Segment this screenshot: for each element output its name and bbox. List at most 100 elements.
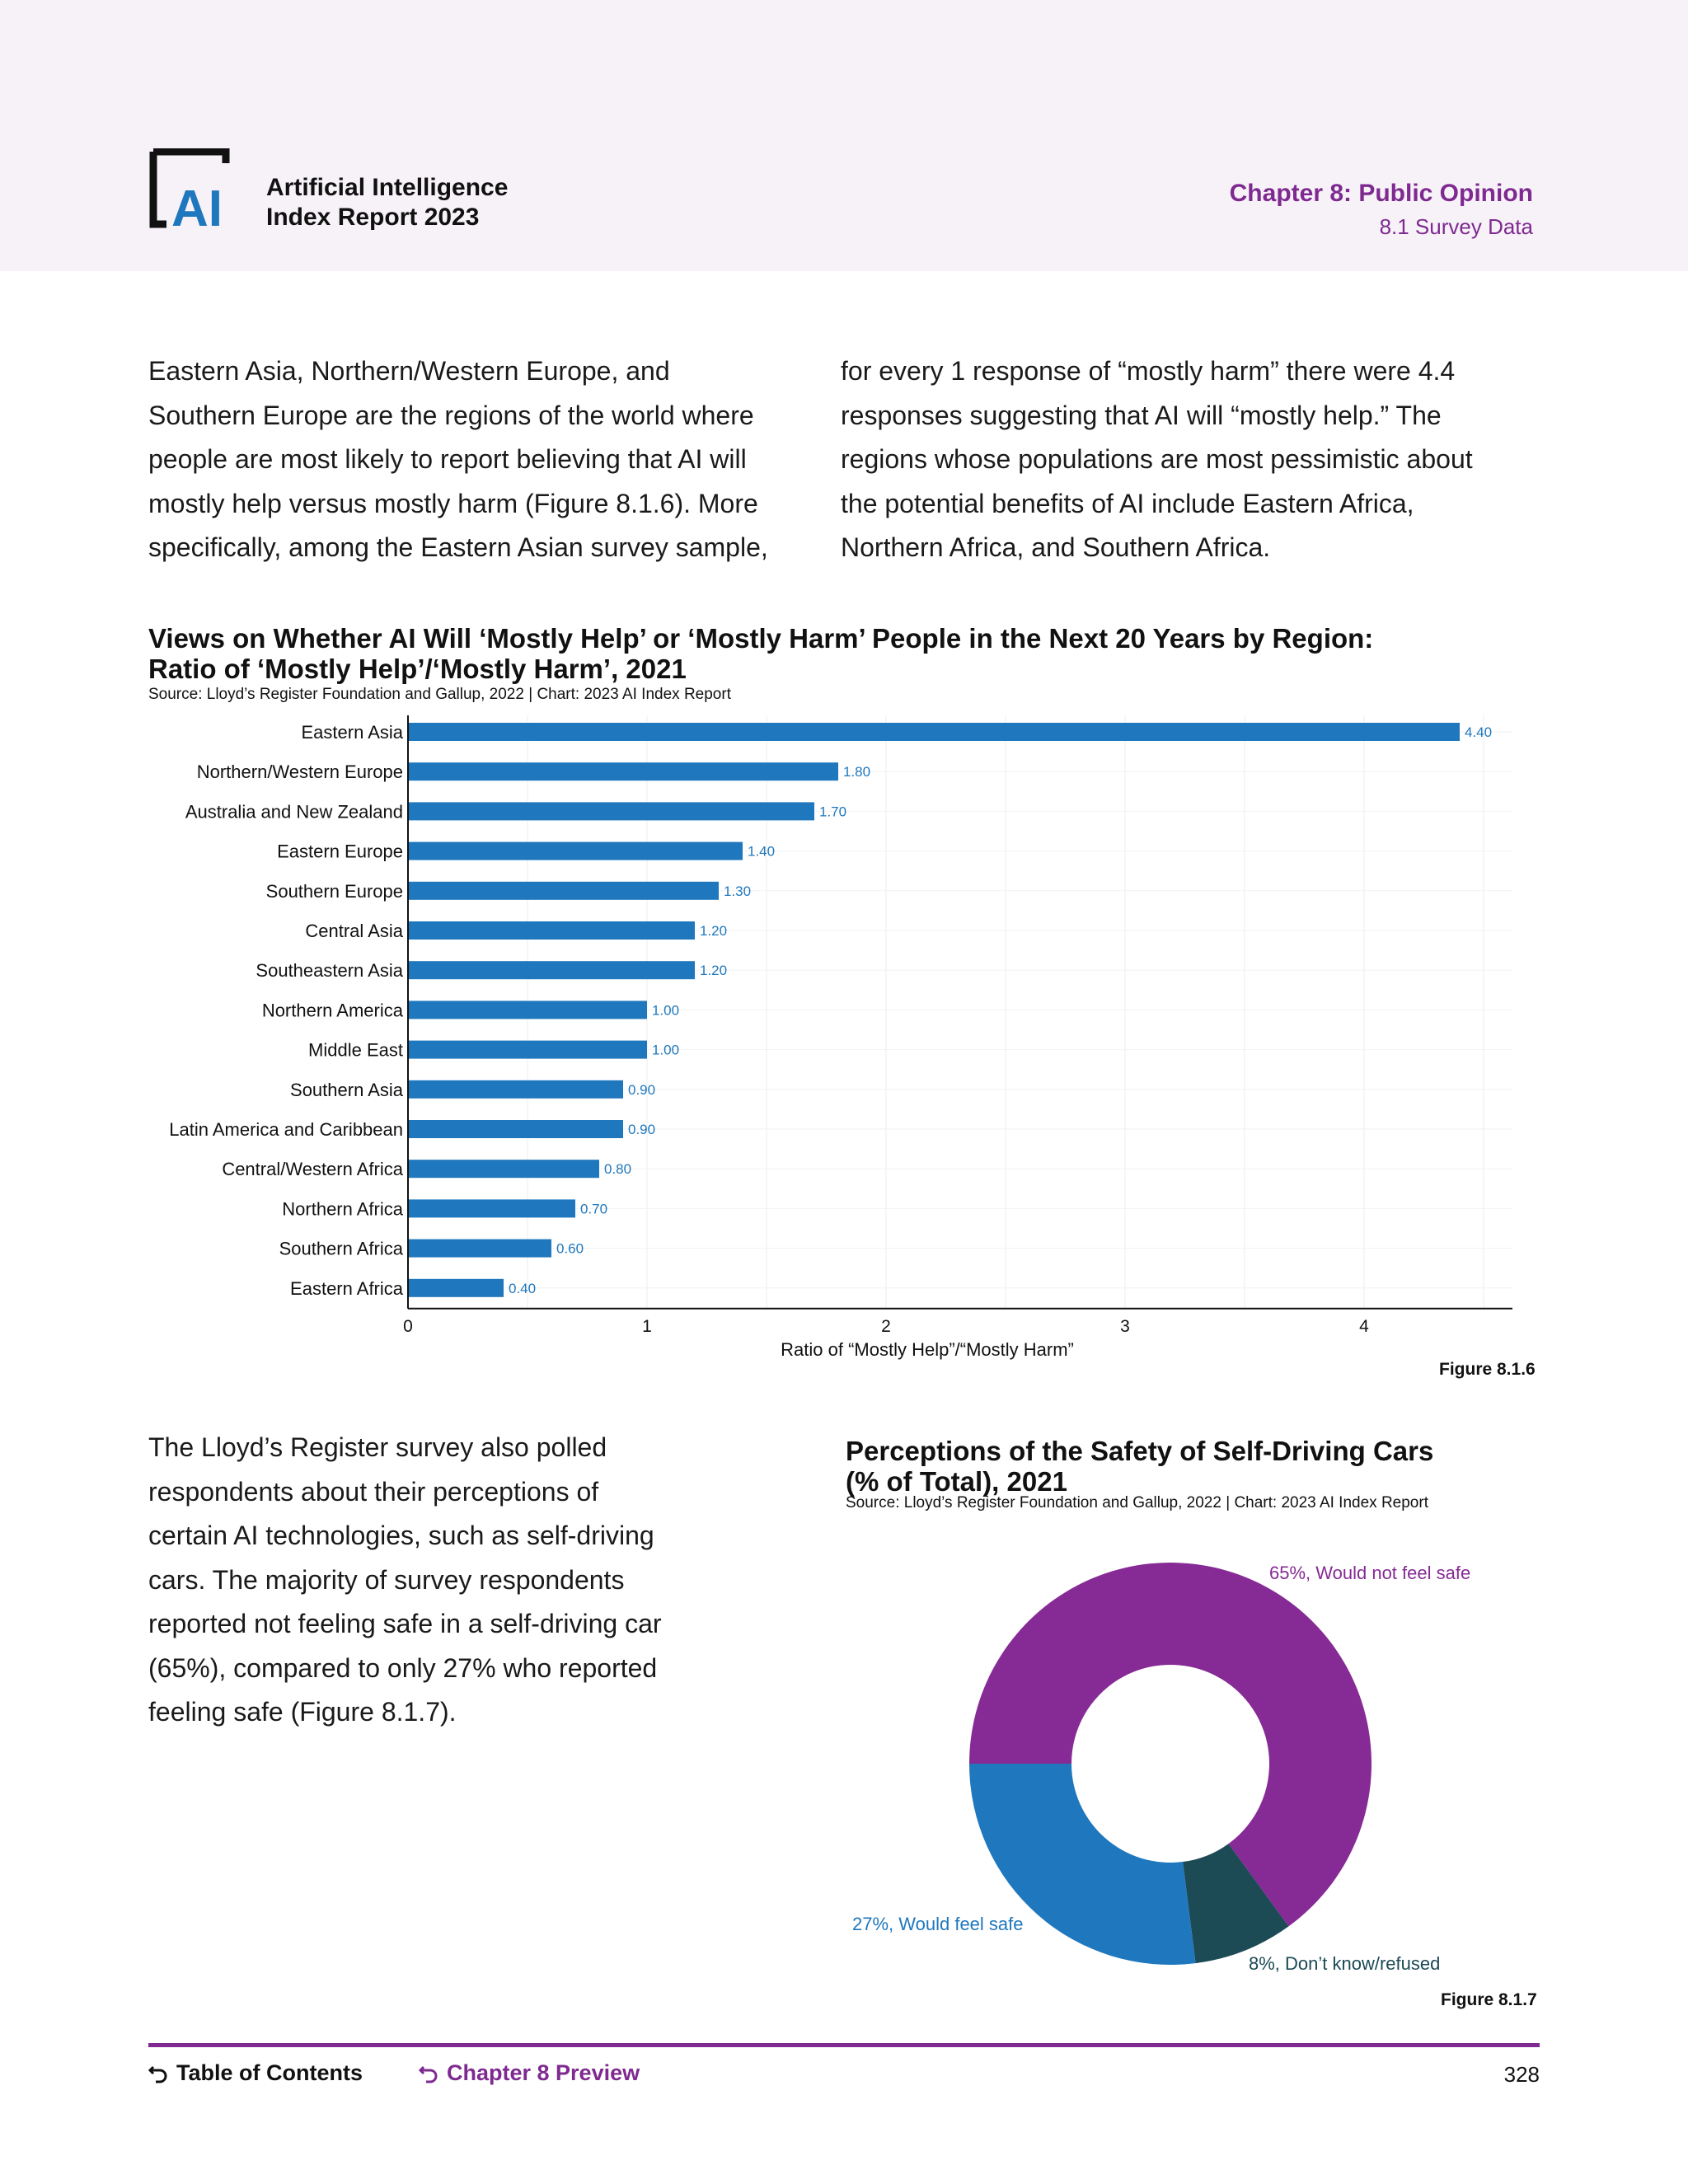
- text-line: The Lloyd’s Register survey also polled: [148, 1432, 607, 1462]
- bar-value-label: 4.40: [1465, 724, 1492, 740]
- category-label: Eastern Europe: [277, 841, 403, 862]
- category-label: Southern Europe: [266, 881, 403, 902]
- bar-value-label: 0.90: [628, 1122, 655, 1137]
- return-arrow-icon: [148, 2065, 167, 2083]
- chapter-title: Chapter 8: Public Opinion: [1229, 180, 1533, 207]
- text-line: people are most likely to report believi…: [148, 444, 747, 474]
- slice-label: 65%, Would not feel safe: [1269, 1563, 1470, 1583]
- bar-value-label: 1.80: [843, 764, 870, 780]
- x-tick-label: 4: [1359, 1317, 1369, 1336]
- bar-value-label: 0.90: [628, 1082, 655, 1098]
- text-line: responses suggesting that AI will “mostl…: [841, 400, 1442, 430]
- report-title-line1: Artificial Intelligence: [266, 174, 509, 201]
- bar-chart-title-line2: Ratio of ‘Mostly Help’/‘Mostly Harm’, 20…: [148, 654, 687, 684]
- text-line: reported not feeling safe in a self-driv…: [148, 1609, 662, 1638]
- bar: [408, 1040, 647, 1059]
- donut-chart-title-line2: (% of Total), 2021: [846, 1466, 1067, 1497]
- bar-chart-source: Source: Lloyd’s Register Foundation and …: [148, 686, 731, 703]
- category-label: Central Asia: [305, 921, 403, 941]
- category-label: Southern Asia: [290, 1080, 404, 1100]
- donut-chart-source: Source: Lloyd’s Register Foundation and …: [846, 1494, 1428, 1511]
- text-line: Southern Europe are the regions of the w…: [148, 400, 754, 430]
- bar-chart-title-line1: Views on Whether AI Will ‘Mostly Help’ o…: [148, 623, 1374, 654]
- self-driving-safety-donut-chart: 65%, Would not feel safe 8%, Don’t know/r…: [852, 1563, 1470, 1974]
- bar: [408, 1239, 551, 1258]
- bar: [408, 1199, 575, 1218]
- text-line: Northern Africa, and Southern Africa.: [841, 532, 1271, 562]
- category-label: Northern/Western Europe: [197, 762, 403, 782]
- bar: [408, 841, 743, 860]
- bar: [408, 802, 814, 821]
- category-label: Central/Western Africa: [222, 1159, 403, 1179]
- bar-value-label: 1.20: [700, 923, 727, 939]
- slice-label: 8%, Don’t know/refused: [1249, 1953, 1440, 1974]
- donut-slice: [1183, 1844, 1289, 1964]
- bar-value-label: 0.80: [604, 1161, 631, 1177]
- bar-value-label: 1.40: [748, 844, 775, 860]
- bar-value-label: 1.00: [652, 1002, 679, 1018]
- report-title: Artificial Intelligence Index Report 202…: [266, 173, 612, 232]
- page-header: [0, 0, 1688, 271]
- bar: [408, 1278, 504, 1297]
- text-line: feeling safe (Figure 8.1.7).: [148, 1697, 457, 1727]
- text-line: regions whose populations are most pessi…: [841, 444, 1473, 474]
- footer-divider: [148, 2043, 1540, 2047]
- category-label: Northern America: [262, 1000, 404, 1020]
- report-title-line2: Index Report 2023: [266, 204, 480, 231]
- text-line: for every 1 response of “mostly harm” th…: [841, 356, 1456, 386]
- category-label: Southeastern Asia: [256, 960, 403, 981]
- bar-chart-title: Views on Whether AI Will ‘Mostly Help’ o…: [148, 623, 1566, 684]
- figure-label-8-1-6: Figure 8.1.6: [1439, 1360, 1536, 1379]
- bar-value-label: 1.20: [700, 963, 727, 978]
- donut-slice: [969, 1563, 1372, 1927]
- safety-paragraph: The Lloyd’s Register survey also polled …: [148, 1426, 742, 1735]
- text-line: mostly help versus mostly harm (Figure 8…: [148, 488, 758, 518]
- table-of-contents-link[interactable]: Table of Contents: [148, 2060, 363, 2086]
- chapter-preview-label: Chapter 8 Preview: [447, 2060, 640, 2085]
- intro-paragraph-left: Eastern Asia, Northern/Western Europe, a…: [148, 349, 824, 570]
- section-title: 8.1 Survey Data: [1379, 214, 1533, 239]
- bar: [408, 723, 1460, 741]
- text-line: (65%), compared to only 27% who reported: [148, 1652, 658, 1683]
- category-label: Southern Africa: [279, 1239, 404, 1259]
- bar: [408, 921, 695, 940]
- donut-slice: [969, 1764, 1196, 1965]
- x-tick-label: 2: [881, 1317, 891, 1336]
- text-line: the potential benefits of AI include Eas…: [841, 488, 1414, 518]
- category-label: Eastern Africa: [290, 1278, 404, 1299]
- figure-label-8-1-7: Figure 8.1.7: [1441, 1990, 1537, 2009]
- bar: [408, 1160, 599, 1179]
- text-line: cars. The majority of survey respondents: [148, 1564, 625, 1595]
- x-tick-label: 1: [642, 1317, 652, 1336]
- table-of-contents-label: Table of Contents: [176, 2060, 363, 2085]
- category-label: Latin America and Caribbean: [169, 1119, 403, 1140]
- region-ratio-bar-chart: Eastern Asia 4.40 Northern/Western Europe 1…: [169, 715, 1512, 1360]
- donut-chart-title-line1: Perceptions of the Safety of Self-Drivin…: [846, 1436, 1434, 1466]
- bar-value-label: 1.30: [724, 883, 751, 899]
- intro-paragraph-right: for every 1 response of “mostly harm” th…: [841, 349, 1550, 570]
- category-label: Eastern Asia: [301, 722, 403, 743]
- text-line: specifically, among the Eastern Asian su…: [148, 532, 768, 562]
- bar: [408, 881, 719, 900]
- x-tick-label: 3: [1120, 1317, 1130, 1336]
- bar-value-label: 1.00: [652, 1043, 679, 1058]
- bar: [408, 762, 838, 781]
- donut-chart-title: Perceptions of the Safety of Self-Drivin…: [846, 1436, 1554, 1497]
- x-tick-label: 0: [403, 1317, 413, 1336]
- return-arrow-icon: [419, 2065, 438, 2083]
- bar-value-label: 0.60: [556, 1241, 584, 1257]
- bar: [408, 1120, 623, 1138]
- page-number: 328: [1503, 2062, 1540, 2087]
- text-line: respondents about their perceptions of: [148, 1476, 599, 1507]
- category-label: Northern Africa: [282, 1198, 403, 1219]
- chapter-preview-link[interactable]: Chapter 8 Preview: [419, 2060, 640, 2086]
- logo-text: AI: [171, 180, 223, 231]
- bar-value-label: 0.70: [580, 1201, 607, 1216]
- bar: [408, 1080, 623, 1099]
- category-label: Middle East: [308, 1040, 403, 1061]
- x-axis-label: Ratio of “Mostly Help”/“Mostly Harm”: [781, 1339, 1074, 1360]
- category-label: Australia and New Zealand: [185, 801, 403, 822]
- slice-label: 27%, Would feel safe: [852, 1914, 1024, 1934]
- text-line: certain AI technologies, such as self-dr…: [148, 1521, 654, 1550]
- bar-value-label: 1.70: [819, 804, 846, 819]
